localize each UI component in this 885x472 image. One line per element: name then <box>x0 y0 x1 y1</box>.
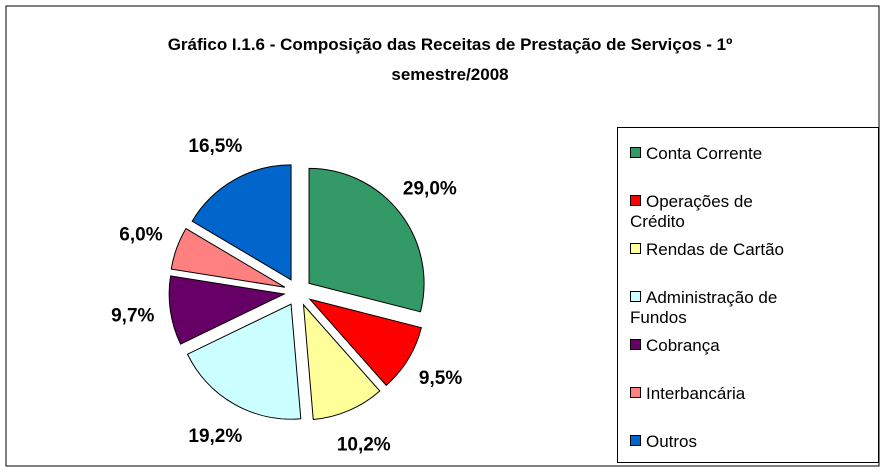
data-label: 9,5% <box>419 368 462 389</box>
legend-label: Rendas de Cartão <box>646 240 784 259</box>
frame <box>5 5 880 467</box>
data-label: 10,2% <box>337 435 391 456</box>
legend-item: Conta Corrente <box>630 144 805 164</box>
pie-slice <box>170 227 286 288</box>
pie-slice <box>168 275 286 345</box>
legend-label: Administração de Fundos <box>630 288 778 327</box>
chart-title: Gráfico I.1.6 - Composição das Receitas … <box>167 35 733 84</box>
data-label: 6,0% <box>119 224 162 245</box>
legend-swatch <box>630 291 641 302</box>
pie-slice <box>186 303 302 420</box>
legend-item: Administração de Fundos <box>630 288 805 328</box>
legend-item: Rendas de Cartão <box>630 240 805 260</box>
pie-slice <box>308 298 422 387</box>
pie-slice <box>302 303 381 420</box>
legend-swatch <box>630 147 641 158</box>
legend-item: Operações de Crédito <box>630 192 805 232</box>
legend-swatch <box>630 243 641 254</box>
legend-label: Conta Corrente <box>646 144 763 163</box>
legend-swatch <box>630 339 641 350</box>
legend-item: Cobrança <box>630 336 805 356</box>
pie-slice <box>308 167 425 313</box>
legend-label: Cobrança <box>646 336 720 355</box>
legend-label: Operações de Crédito <box>630 192 753 231</box>
legend-item: Interbancária <box>630 384 805 404</box>
legend-label: Interbancária <box>646 384 746 403</box>
data-label: 19,2% <box>188 426 242 447</box>
data-label: 16,5% <box>188 136 242 157</box>
legend-swatch <box>630 387 641 398</box>
legend: Conta Corrente Operações de Crédito Rendas… <box>617 127 879 463</box>
pie-slice <box>191 164 292 281</box>
legend-swatch <box>630 435 641 446</box>
data-label: 9,7% <box>111 305 154 326</box>
legend-item: Outros <box>630 432 805 452</box>
legend-label: Outros <box>646 432 698 451</box>
data-label: 29,0% <box>403 179 457 200</box>
legend-swatch <box>630 195 641 206</box>
